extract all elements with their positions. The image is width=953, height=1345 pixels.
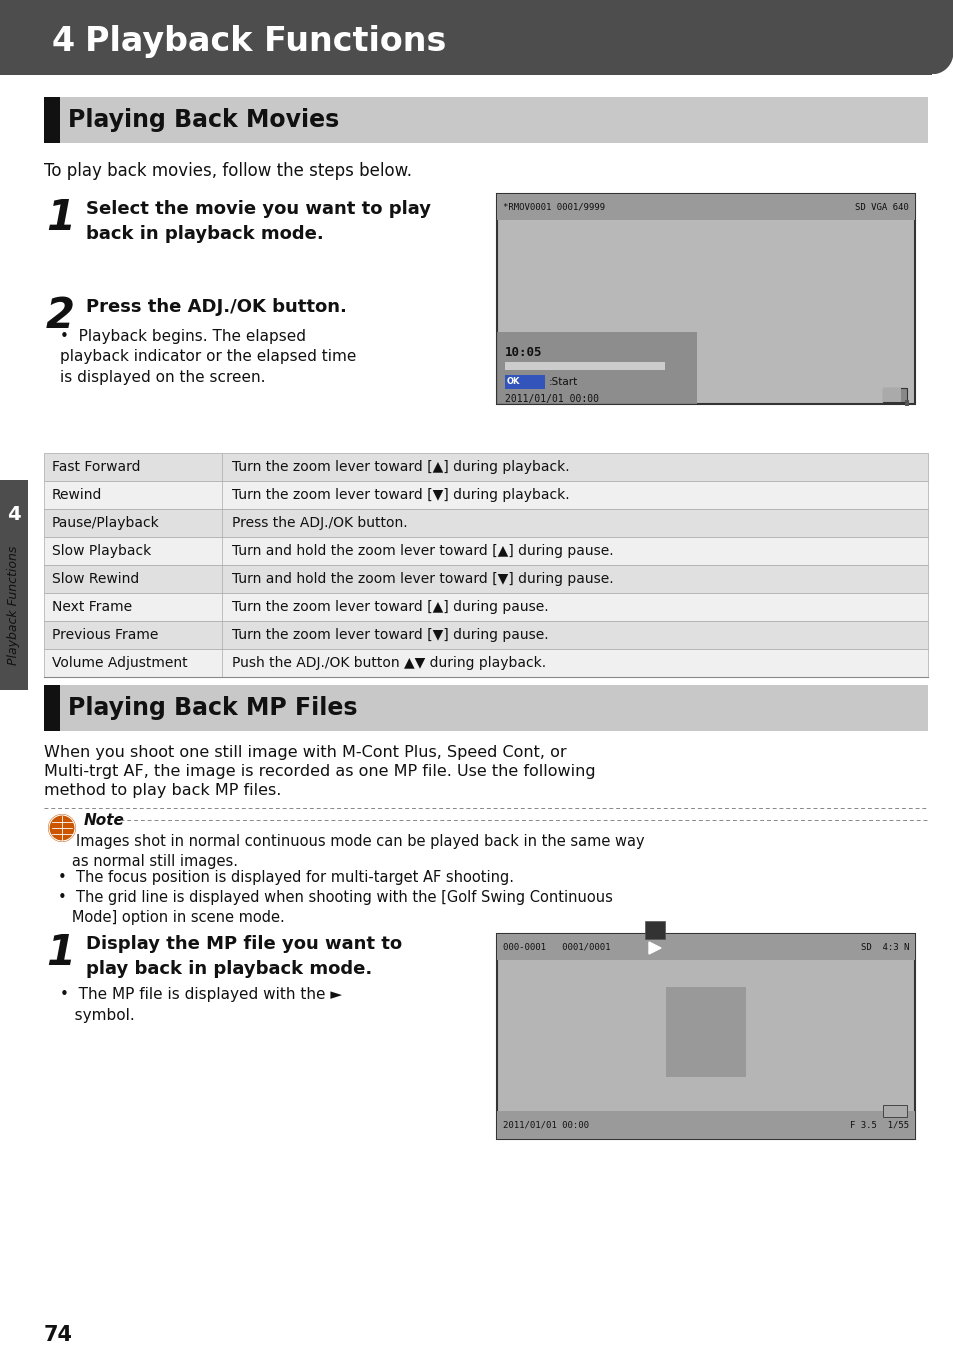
Bar — [44, 482, 927, 508]
Text: SD VGA 640: SD VGA 640 — [854, 203, 908, 211]
Bar — [0, 480, 28, 690]
Text: *RMOV0001 0001/9999: *RMOV0001 0001/9999 — [502, 203, 604, 211]
Text: 4: 4 — [8, 506, 21, 525]
Text: Playback Functions: Playback Functions — [8, 545, 20, 664]
Text: F 3.5  1/55: F 3.5 1/55 — [849, 1120, 908, 1130]
Bar — [44, 685, 60, 730]
Bar — [497, 332, 697, 403]
Bar — [44, 453, 927, 482]
Text: Pause/Playback: Pause/Playback — [52, 516, 159, 530]
Text: •  The focus position is displayed for multi-target AF shooting.: • The focus position is displayed for mu… — [58, 870, 514, 885]
Text: OK: OK — [506, 378, 519, 386]
Bar — [44, 565, 927, 593]
Bar — [504, 362, 664, 370]
Text: 74: 74 — [44, 1325, 73, 1345]
Bar — [0, 0, 953, 75]
Text: Display the MP file you want to
play back in playback mode.: Display the MP file you want to play bac… — [86, 935, 402, 978]
Text: 2011/01/01 00:00: 2011/01/01 00:00 — [504, 394, 598, 404]
Bar — [44, 593, 927, 621]
Bar — [44, 650, 927, 677]
Text: Slow Playback: Slow Playback — [52, 543, 152, 558]
Text: Playing Back MP Files: Playing Back MP Files — [68, 695, 357, 720]
Text: method to play back MP files.: method to play back MP files. — [44, 783, 281, 798]
Text: 10:05: 10:05 — [504, 346, 542, 359]
Text: Multi-trgt AF, the image is recorded as one MP file. Use the following: Multi-trgt AF, the image is recorded as … — [44, 764, 595, 779]
Text: Turn and hold the zoom lever toward [▼] during pause.: Turn and hold the zoom lever toward [▼] … — [232, 572, 613, 586]
Text: 2011/01/01 00:00: 2011/01/01 00:00 — [502, 1120, 588, 1130]
Bar — [882, 387, 906, 402]
Bar — [904, 399, 908, 406]
Text: Turn the zoom lever toward [▼] during pause.: Turn the zoom lever toward [▼] during pa… — [232, 628, 548, 642]
Text: 1: 1 — [46, 196, 75, 239]
Polygon shape — [648, 941, 660, 954]
Text: Playing Back Movies: Playing Back Movies — [68, 108, 339, 132]
Text: Turn the zoom lever toward [▼] during playback.: Turn the zoom lever toward [▼] during pl… — [232, 488, 569, 502]
Text: Volume Adjustment: Volume Adjustment — [52, 656, 188, 670]
Bar — [882, 1106, 906, 1116]
Text: When you shoot one still image with M-Cont Plus, Speed Cont, or: When you shoot one still image with M-Co… — [44, 745, 566, 760]
Polygon shape — [931, 52, 953, 75]
Bar — [44, 97, 60, 143]
Bar — [665, 987, 745, 1077]
Text: 2: 2 — [46, 295, 75, 338]
Bar — [504, 375, 544, 389]
Bar — [497, 933, 914, 1139]
Bar — [44, 685, 927, 730]
Text: 4: 4 — [52, 24, 75, 58]
Circle shape — [48, 814, 76, 842]
Text: Turn the zoom lever toward [▲] during playback.: Turn the zoom lever toward [▲] during pl… — [232, 460, 569, 473]
Text: SD  4:3 N: SD 4:3 N — [860, 943, 908, 951]
Text: Previous Frame: Previous Frame — [52, 628, 158, 642]
Bar — [44, 508, 927, 537]
Text: Press the ADJ./OK button.: Press the ADJ./OK button. — [86, 299, 347, 316]
Text: Slow Rewind: Slow Rewind — [52, 572, 139, 586]
Text: Rewind: Rewind — [52, 488, 102, 502]
Bar — [497, 194, 914, 221]
Bar — [44, 537, 927, 565]
Bar — [497, 1111, 914, 1139]
Text: Turn and hold the zoom lever toward [▲] during pause.: Turn and hold the zoom lever toward [▲] … — [232, 543, 613, 558]
Text: •  Images shot in normal continuous mode can be played back in the same way
   a: • Images shot in normal continuous mode … — [58, 834, 644, 869]
Text: Turn the zoom lever toward [▲] during pause.: Turn the zoom lever toward [▲] during pa… — [232, 600, 548, 615]
Text: 1: 1 — [46, 932, 75, 974]
Bar — [497, 194, 914, 404]
Text: •  The MP file is displayed with the ►
   symbol.: • The MP file is displayed with the ► sy… — [60, 987, 342, 1024]
Text: Press the ADJ./OK button.: Press the ADJ./OK button. — [232, 516, 407, 530]
Bar — [497, 933, 914, 960]
Bar — [44, 97, 927, 143]
Bar — [882, 387, 900, 402]
Text: •  Playback begins. The elapsed
playback indicator or the elapsed time
is displa: • Playback begins. The elapsed playback … — [60, 330, 356, 385]
Text: Fast Forward: Fast Forward — [52, 460, 140, 473]
Text: 000-0001   0001/0001: 000-0001 0001/0001 — [502, 943, 610, 951]
Text: To play back movies, follow the steps below.: To play back movies, follow the steps be… — [44, 161, 412, 180]
Text: :Start: :Start — [548, 377, 578, 387]
Text: Push the ADJ./OK button ▲▼ during playback.: Push the ADJ./OK button ▲▼ during playba… — [232, 656, 545, 670]
Bar — [644, 921, 664, 939]
Bar — [44, 621, 927, 650]
Text: Next Frame: Next Frame — [52, 600, 132, 615]
Text: •  The grid line is displayed when shooting with the [Golf Swing Continuous
   M: • The grid line is displayed when shooti… — [58, 890, 612, 925]
Text: Note: Note — [84, 812, 125, 829]
Text: Playback Functions: Playback Functions — [85, 24, 446, 58]
Text: Select the movie you want to play
back in playback mode.: Select the movie you want to play back i… — [86, 200, 431, 243]
